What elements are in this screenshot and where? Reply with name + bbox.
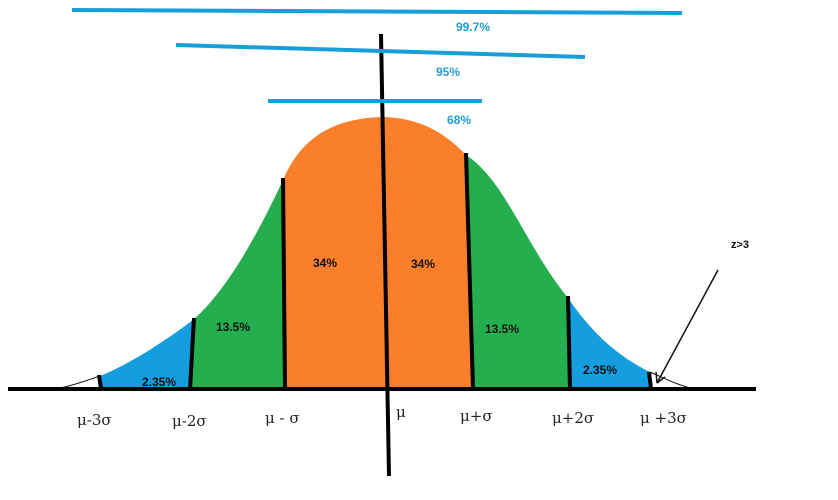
divider-plus-2sigma	[566, 295, 572, 390]
divider-minus-3sigma	[97, 374, 103, 390]
divider-minus-1sigma	[281, 177, 287, 390]
tick-label-mean: μ	[396, 403, 406, 421]
curve-right-tail	[649, 371, 691, 389]
divider-plus-1sigma	[464, 152, 475, 390]
tick-label-minus-2sigma: μ-2σ	[172, 412, 207, 430]
region-right-tail	[568, 298, 650, 388]
band-label-68: 68%	[447, 113, 471, 127]
band-label-95: 95%	[436, 65, 460, 79]
tick-label-plus-1sigma: μ+σ	[460, 407, 493, 425]
annotation-pointer	[656, 269, 719, 384]
region-label-center-right: 34%	[411, 257, 435, 271]
divider-minus-2sigma	[188, 317, 196, 390]
tick-label-minus-3sigma: μ-3σ	[77, 411, 112, 429]
divider-plus-3sigma	[647, 371, 653, 390]
region-label-left-mid: 13.5%	[216, 320, 250, 334]
region-left-mid	[190, 180, 285, 388]
region-right-mid	[466, 155, 570, 388]
annotation-arrowhead	[655, 371, 666, 384]
mean-axis	[379, 33, 391, 477]
region-label-right-tail: 2.35%	[583, 363, 617, 377]
tick-label-minus-1sigma: μ - σ	[265, 409, 300, 427]
region-label-center-left: 34%	[313, 256, 337, 270]
curve-left-tail	[59, 375, 101, 389]
region-label-left-tail: 2.35%	[142, 375, 176, 389]
band-line-99-7	[71, 8, 683, 15]
annotation-label: z>3	[731, 239, 749, 251]
region-center-left	[283, 117, 387, 388]
band-line-95	[175, 43, 586, 59]
tick-label-plus-3sigma: μ +3σ	[640, 409, 687, 427]
region-left-tail	[100, 320, 193, 388]
region-label-right-mid: 13.5%	[485, 322, 519, 336]
band-label-99-7: 99.7%	[456, 20, 490, 34]
region-center-right	[384, 117, 472, 388]
tick-label-plus-2sigma: μ+2σ	[552, 409, 594, 427]
